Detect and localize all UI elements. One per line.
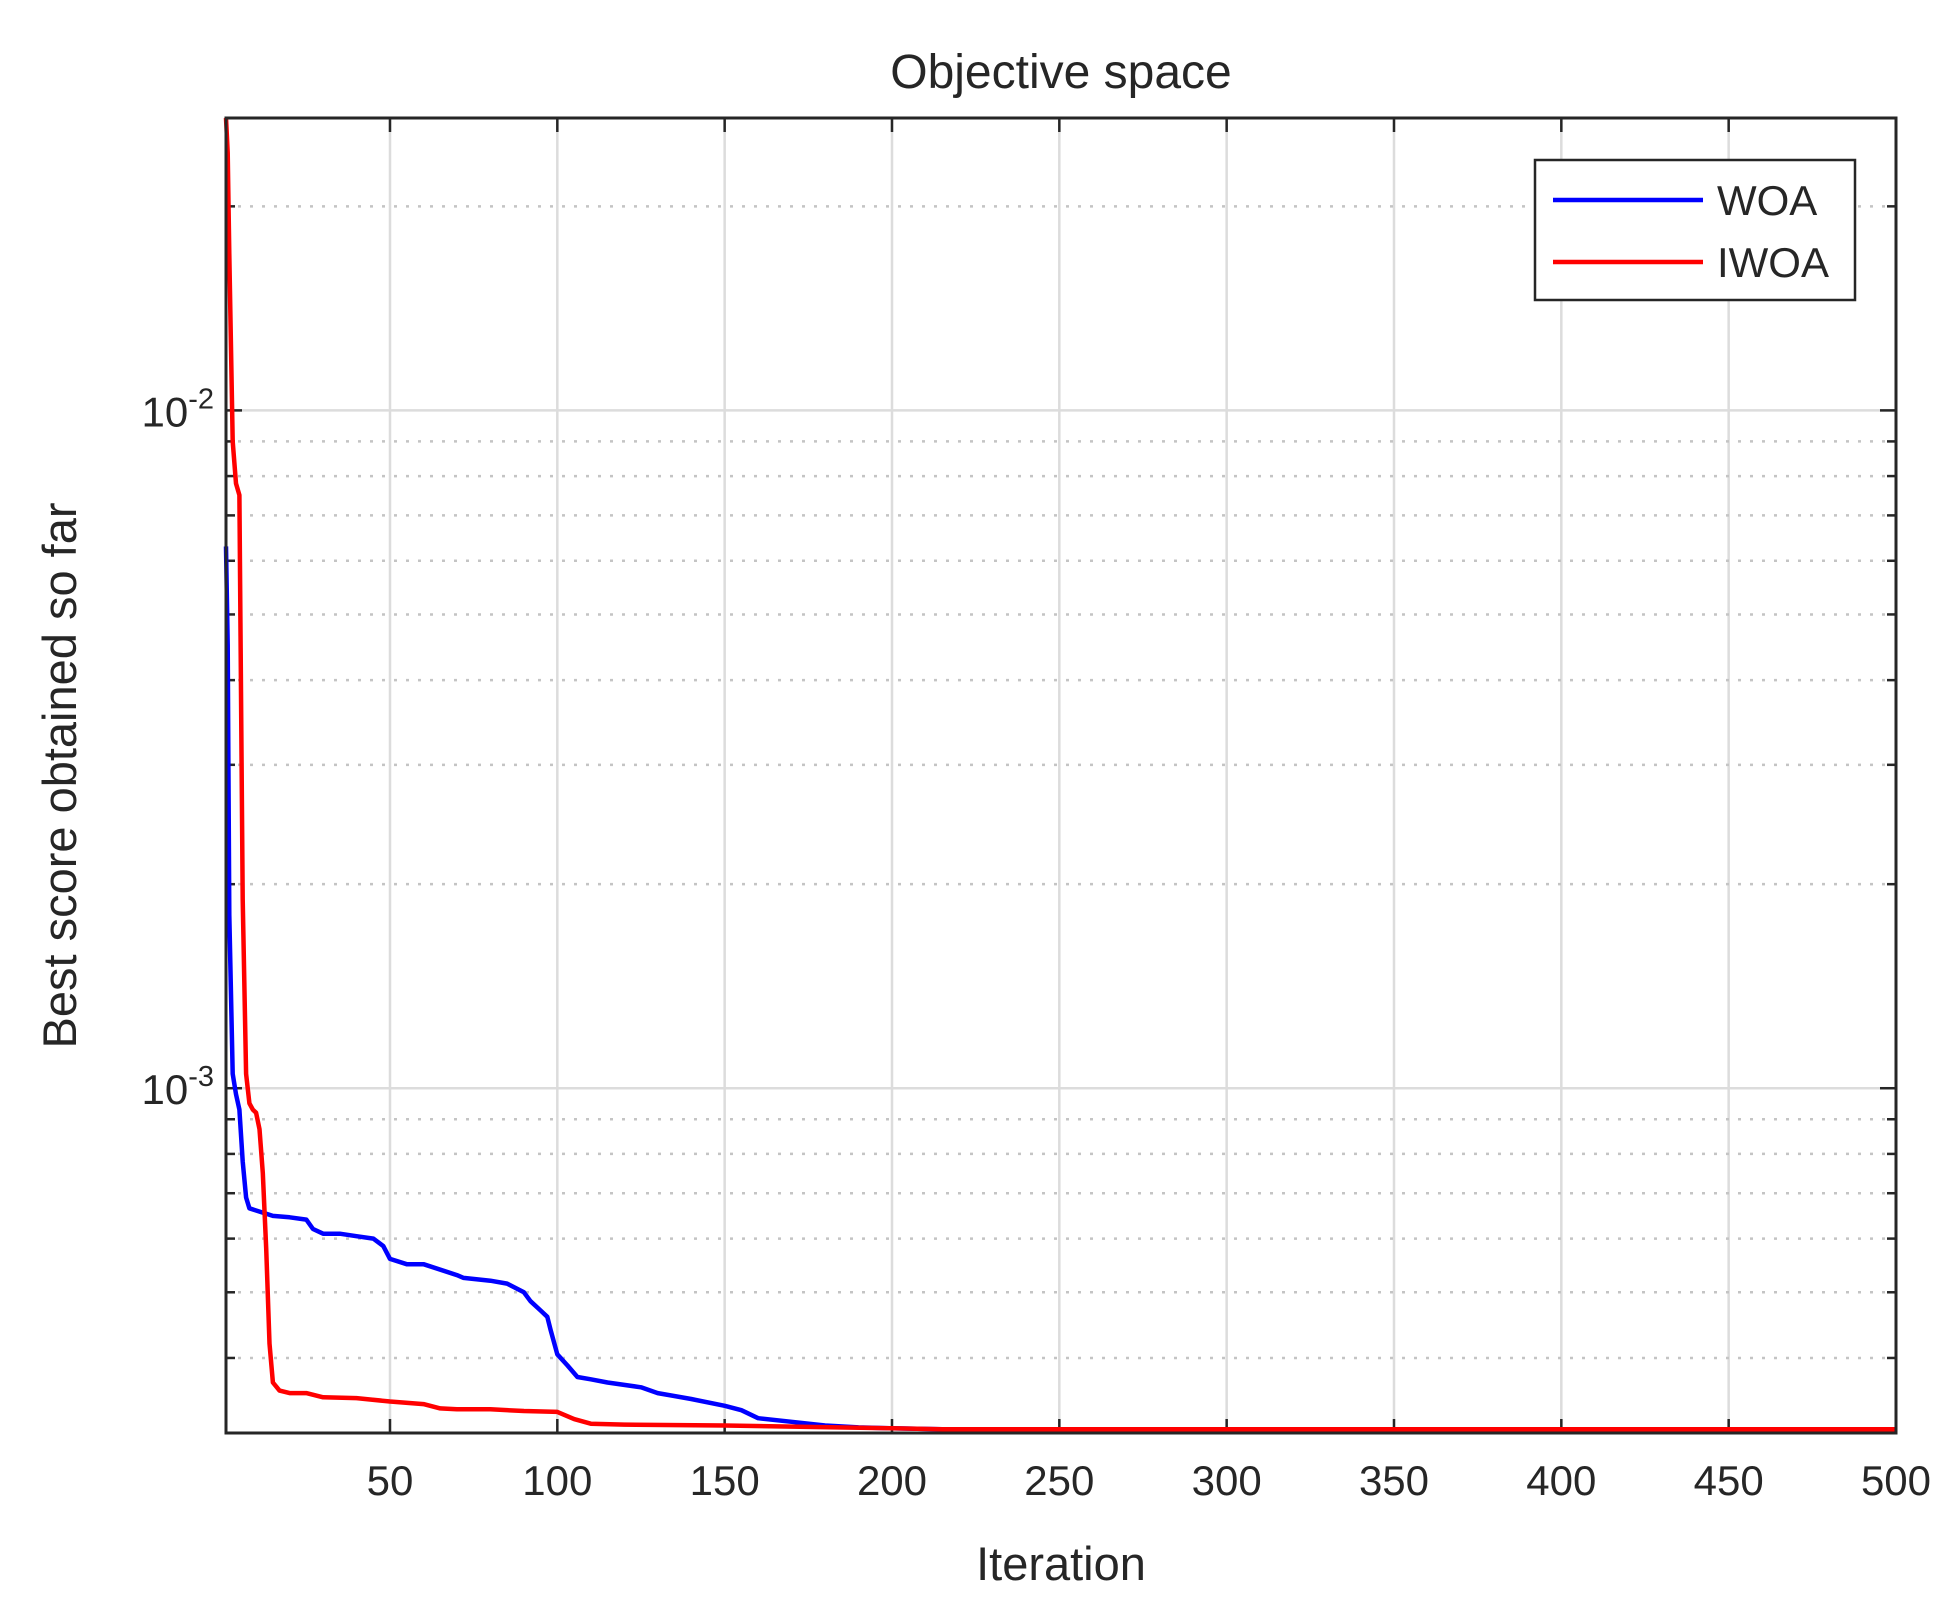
x-tick-label: 150: [690, 1457, 760, 1504]
x-tick-label: 450: [1694, 1457, 1764, 1504]
legend-box: [1533, 158, 1857, 302]
x-tick-labels: 50 100 150 200 250 300 350 400 450 500: [367, 1457, 1931, 1504]
x-tick-label: 300: [1192, 1457, 1262, 1504]
x-tick-label: 500: [1861, 1457, 1931, 1504]
legend-label: WOA: [1717, 177, 1817, 224]
legend: WOA IWOA: [1533, 158, 1857, 302]
chart-title: Objective space: [890, 46, 1232, 99]
series-line-woa: [223, 546, 1896, 1432]
data-series: [223, 117, 1896, 1432]
series-line-iwoa: [223, 117, 1896, 1432]
legend-label: IWOA: [1717, 239, 1829, 286]
x-tick-label: 400: [1526, 1457, 1596, 1504]
plot-area-border: [224, 116, 1898, 1435]
y-tick-exponent: -2: [188, 383, 214, 415]
y-axis-label: Best score obtained so far: [33, 502, 86, 1048]
x-tick-label: 350: [1359, 1457, 1429, 1504]
x-axis-label: Iteration: [976, 1537, 1146, 1590]
y-tick-labels: 10-310-2: [141, 383, 214, 1113]
y-tick-label: 10-2: [141, 383, 214, 435]
x-tick-label: 100: [522, 1457, 592, 1504]
y-tick-label: 10-3: [141, 1061, 214, 1113]
x-tick-label: 50: [367, 1457, 414, 1504]
y-tick-base: 10: [141, 1066, 188, 1113]
y-tick-base: 10: [141, 388, 188, 435]
x-tick-label: 200: [857, 1457, 927, 1504]
x-tick-label: 250: [1024, 1457, 1094, 1504]
y-tick-exponent: -3: [188, 1061, 214, 1093]
